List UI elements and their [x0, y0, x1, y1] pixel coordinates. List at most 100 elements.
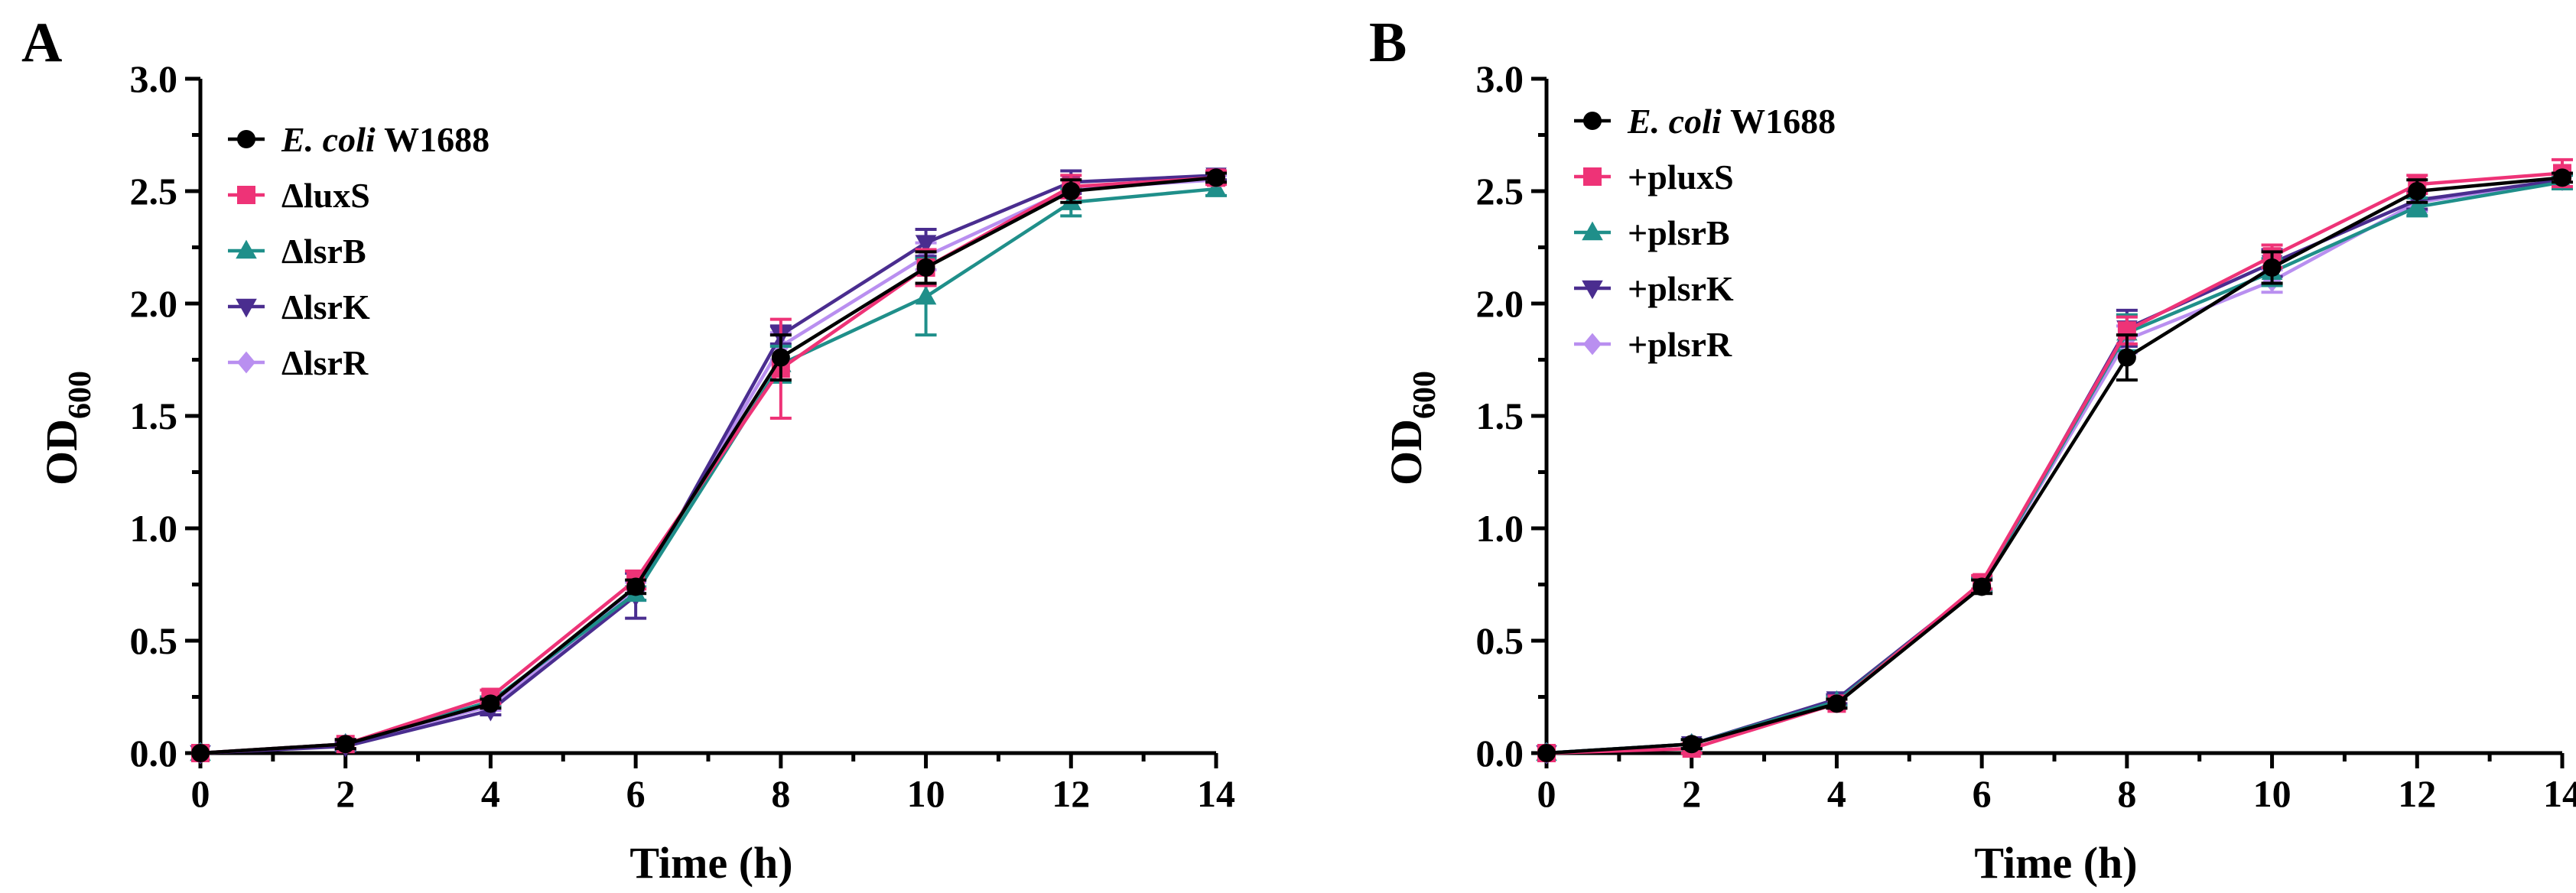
- y-tick-label: 1.0: [1476, 507, 1524, 550]
- legend-marker: [1583, 112, 1602, 130]
- legend-label: ΔlsrR: [281, 343, 369, 382]
- y-tick-label: 2.0: [130, 282, 178, 325]
- panel-a: A 0 2 4 6 8 10 12 14 0.0 0.5 1.0 1.5 2.0 2.5 3.0 Time …: [21, 11, 1235, 888]
- legend-label: +plsrK: [1628, 269, 1734, 308]
- x-axis-title-b: Time (h): [1974, 838, 2137, 888]
- panel-b: B 0 2 4 6 8 10 12 14 0.0 0.5 1.0 1.5 2.0 2.5 3.0 Time …: [1369, 11, 2576, 888]
- data-point: [336, 735, 355, 754]
- y-tick-label: 0.5: [1476, 619, 1524, 662]
- data-point: [915, 285, 937, 305]
- data-point: [2406, 196, 2428, 215]
- data-point: [2262, 258, 2282, 277]
- series-e-coli-w1688: [1537, 168, 2573, 762]
- legend-item: ΔlsrR: [228, 343, 369, 382]
- legend-item: +plsrB: [1574, 213, 1730, 252]
- y-tick-label: 2.0: [1476, 282, 1524, 325]
- y-axis-title-sub-a: 600: [63, 371, 98, 419]
- y-axis-title-a: OD600: [37, 371, 98, 485]
- x-tick-label: 4: [1827, 772, 1846, 815]
- series-line: [1546, 178, 2563, 755]
- legend-label: +pluxS: [1628, 157, 1734, 196]
- data-point: [626, 577, 646, 596]
- data-point: [1062, 182, 1081, 200]
- y-tick-label: 0.0: [1476, 732, 1524, 774]
- data-point: [1205, 177, 1227, 197]
- legend-label: +plsrB: [1628, 213, 1730, 252]
- y-tick-label: 1.0: [130, 507, 178, 550]
- x-tick-label: 14: [1197, 772, 1235, 815]
- legend-marker: [1583, 333, 1602, 356]
- legend-marker: [236, 298, 257, 318]
- data-point: [2553, 168, 2571, 187]
- legend-label: E. coli W1688: [281, 120, 490, 159]
- x-axis-title-a: Time (h): [629, 838, 792, 888]
- data-point: [2408, 182, 2427, 200]
- legend-item: E. coli W1688: [228, 120, 490, 159]
- legend-item: ΔlsrK: [228, 287, 370, 326]
- legend-marker: [237, 186, 255, 204]
- data-point: [1682, 735, 1701, 754]
- legend-item: ΔluxS: [228, 176, 370, 215]
- y-tick-label: 0.0: [130, 732, 178, 774]
- plot-area-a: 0 2 4 6 8 10 12 14 0.0 0.5 1.0 1.5 2.0 2.5 3.0: [130, 57, 1236, 815]
- legend-marker: [1583, 167, 1602, 186]
- x-tick-label: 6: [626, 772, 646, 815]
- series-line: [1546, 171, 2563, 755]
- data-point: [1207, 168, 1225, 187]
- x-tick-label: 8: [2117, 772, 2136, 815]
- series-line: [1546, 178, 2563, 755]
- x-tick-label: 6: [1973, 772, 1992, 815]
- x-tick-label: 2: [336, 772, 355, 815]
- legend-label: ΔlsrK: [281, 287, 370, 326]
- y-axis-title-b: OD600: [1381, 371, 1442, 485]
- x-tick-label: 0: [1537, 772, 1556, 815]
- y-tick-label: 3.0: [1476, 57, 1524, 100]
- data-point: [916, 258, 935, 277]
- data-point: [1537, 744, 1556, 762]
- legend-label-strain: W1688: [384, 120, 490, 159]
- x-tick-label: 4: [481, 772, 500, 815]
- data-point: [2117, 348, 2136, 367]
- y-axis-title-sub-b: 600: [1407, 371, 1442, 419]
- legend-item: +plsrK: [1574, 269, 1734, 308]
- data-point: [191, 744, 210, 762]
- legend-item: E. coli W1688: [1574, 102, 1836, 141]
- data-point: [481, 694, 500, 713]
- y-tick-label: 1.5: [130, 395, 178, 437]
- series-line: [200, 176, 1217, 755]
- legend-item: ΔlsrB: [228, 232, 366, 271]
- series-line: [200, 174, 1217, 755]
- y-tick-label: 2.5: [130, 170, 178, 213]
- legend-marker: [1582, 280, 1603, 300]
- legend-a: E. coli W1688 ΔluxS ΔlsrB ΔlsrK ΔlsrR: [228, 120, 490, 382]
- y-tick-label: 3.0: [130, 57, 178, 100]
- legend-marker: [1582, 221, 1603, 241]
- x-tick-label: 14: [2543, 772, 2576, 815]
- panel-letter-a: A: [21, 11, 62, 74]
- series-plsrb: [1536, 170, 2573, 761]
- x-tick-label: 12: [1052, 772, 1090, 815]
- legend-label-strain: W1688: [1730, 102, 1836, 141]
- series-line: [1546, 176, 2563, 755]
- legend-label-italic: E. coli: [1627, 102, 1730, 141]
- x-tick-label: 10: [2253, 772, 2291, 815]
- series-plsrk: [1536, 171, 2573, 765]
- legend-label-italic: E. coli: [281, 120, 384, 159]
- y-axis-title-main-a: OD: [37, 419, 86, 485]
- y-tick-label: 0.5: [130, 619, 178, 662]
- x-tick-label: 2: [1682, 772, 1701, 815]
- series-e-coli-w1688: [191, 168, 1227, 762]
- data-point: [1827, 694, 1846, 713]
- data-point: [771, 348, 790, 367]
- legend-item: +pluxS: [1574, 157, 1734, 196]
- legend-marker: [237, 351, 255, 374]
- legend-b: E. coli W1688 +pluxS +plsrB +plsrK +plsrR: [1574, 102, 1836, 364]
- x-tick-label: 0: [191, 772, 210, 815]
- y-tick-label: 1.5: [1476, 395, 1524, 437]
- legend-label: +plsrR: [1628, 325, 1732, 364]
- legend-marker: [237, 130, 255, 148]
- plot-area-b: 0 2 4 6 8 10 12 14 0.0 0.5 1.0 1.5 2.0 2.5 3.0: [1476, 57, 2576, 815]
- x-tick-label: 12: [2398, 772, 2436, 815]
